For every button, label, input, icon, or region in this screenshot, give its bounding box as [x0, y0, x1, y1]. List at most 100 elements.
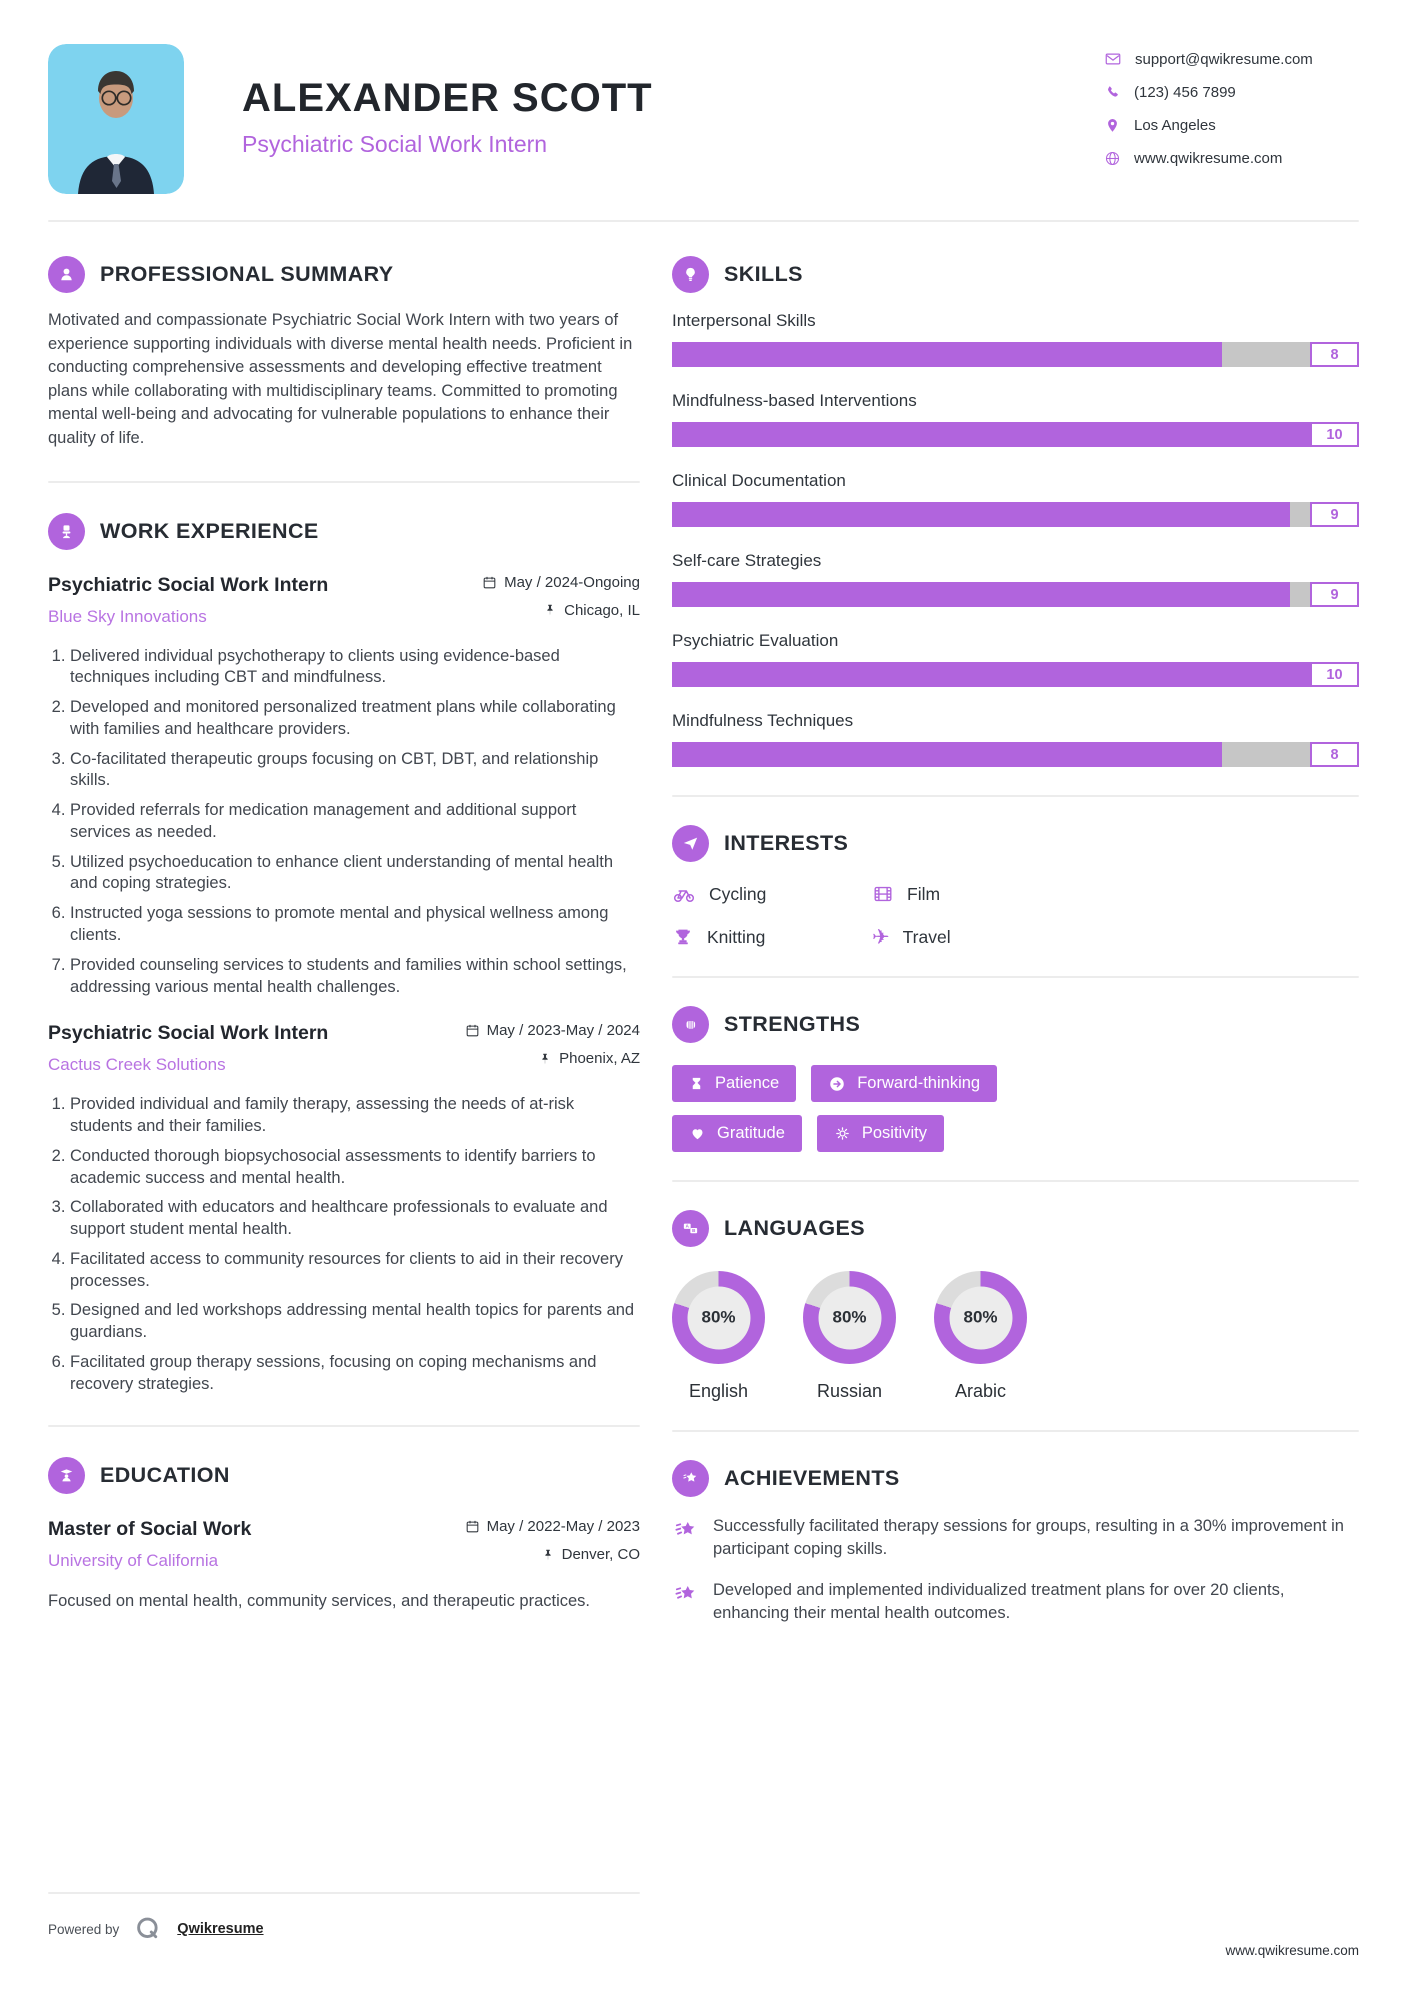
contact-location-text: Los Angeles [1134, 117, 1216, 134]
language-name: Russian [816, 1381, 883, 1401]
trophy-icon [676, 929, 690, 945]
skill-name: Clinical Documentation [672, 471, 846, 490]
website-link[interactable]: www.qwikresume.com [1225, 1943, 1359, 1958]
job-location: Phoenix, AZ [559, 1050, 640, 1068]
header: ALEXANDER SCOTT Psychiatric Social Work … [48, 44, 1359, 194]
headline: ALEXANDER SCOTT Psychiatric Social Work … [242, 76, 653, 158]
strength-label: Gratitude [717, 1124, 785, 1142]
job-company: Cactus Creek Solutions [48, 1055, 226, 1075]
section-experience: WORK EXPERIENCE Psychiatric Social Work … [48, 512, 640, 1396]
footer: Powered by Qwikresume [48, 1914, 264, 1944]
language-item: 80% Arabic [934, 1271, 1027, 1402]
candidate-title: Psychiatric Social Work Intern [242, 131, 548, 157]
skill-bar: 10 [672, 422, 1359, 447]
job-bullet: Facilitated group therapy sessions, focu… [70, 1352, 640, 1396]
language-item: 80% Russian [803, 1271, 896, 1402]
language-donut: 80% [934, 1271, 1027, 1364]
job-entry: Psychiatric Social Work Intern Cactus Cr… [48, 1022, 640, 1395]
candidate-name: ALEXANDER SCOTT [242, 76, 653, 120]
star-badge-icon [672, 1460, 709, 1497]
section-achievements: ACHIEVEMENTS Successfully facilitated th… [672, 1460, 1359, 1625]
skill-bar: 8 [672, 742, 1359, 767]
degree-title: Master of Social Work [48, 1518, 252, 1541]
skill-bar-fill [672, 742, 1222, 767]
strength-label: Patience [715, 1074, 780, 1092]
job-entry: Psychiatric Social Work Intern Blue Sky … [48, 574, 640, 999]
language-name: Arabic [954, 1381, 1007, 1401]
language-item: 80% English [672, 1271, 765, 1402]
avatar [48, 44, 184, 194]
skill-item: Interpersonal Skills 8 [672, 311, 1359, 367]
language-name: English [688, 1381, 749, 1401]
skill-score-badge: 8 [1310, 342, 1359, 367]
section-interests: INTERESTS Cycling Film [672, 825, 1359, 948]
job-title: Psychiatric Social Work Intern [48, 573, 329, 596]
section-divider [672, 976, 1359, 978]
skill-bar: 8 [672, 342, 1359, 367]
job-bullet: Delivered individual psychotherapy to cl… [70, 646, 640, 690]
bicycle-icon [673, 890, 695, 903]
contact-email[interactable]: support@qwikresume.com [1104, 50, 1359, 68]
interests-heading: INTERESTS [724, 831, 849, 855]
experience-heading: WORK EXPERIENCE [100, 518, 319, 543]
interest-label: Travel [902, 926, 951, 947]
svg-text:B: B [692, 1228, 695, 1233]
contact-location: Los Angeles [1104, 117, 1359, 134]
section-divider [672, 795, 1359, 797]
location-pin-icon [1108, 118, 1117, 132]
job-bullet: Utilized psychoeducation to enhance clie… [70, 852, 640, 896]
strength-label: Positivity [861, 1124, 927, 1142]
office-chair-icon [48, 512, 85, 550]
language-percent: 80% [818, 1286, 881, 1349]
heart-icon [692, 1129, 703, 1140]
globe-icon [1105, 151, 1120, 166]
job-bullet: Designed and led workshops addressing me… [70, 1300, 640, 1344]
contact-website[interactable]: www.qwikresume.com [1104, 150, 1359, 167]
qwikresume-link[interactable]: Qwikresume [177, 1921, 264, 1937]
skill-name: Mindfulness-based Interventions [672, 391, 917, 410]
job-bullet: Conducted thorough biopsychosocial asses… [70, 1146, 640, 1190]
skill-bar: 9 [672, 582, 1359, 607]
language-percent: 80% [687, 1286, 750, 1349]
skill-score-badge: 10 [1310, 662, 1359, 687]
education-description: Focused on mental health, community serv… [48, 1592, 591, 1611]
contact-website-text: www.qwikresume.com [1134, 150, 1283, 167]
job-title: Psychiatric Social Work Intern [48, 1022, 329, 1045]
job-bullet: Provided counseling services to students… [70, 955, 640, 999]
summary-text: Motivated and compassionate Psychiatric … [48, 311, 633, 447]
summary-heading: PROFESSIONAL SUMMARY [100, 262, 394, 286]
job-bullet-list: Provided individual and family therapy, … [48, 1094, 640, 1395]
graduate-icon [48, 1457, 85, 1495]
skill-name: Self-care Strategies [672, 551, 822, 570]
calendar-icon [466, 1025, 478, 1037]
job-bullet: Instructed yoga sessions to promote ment… [70, 903, 640, 947]
pushpin-icon [547, 604, 553, 616]
section-skills: SKILLS Interpersonal Skills 8 Mindfulnes… [672, 256, 1359, 767]
education-entry: Master of Social Work University of Cali… [48, 1518, 640, 1614]
job-company: Blue Sky Innovations [48, 606, 207, 626]
job-dates: May / 2023-May / 2024 [486, 1022, 640, 1040]
section-summary: PROFESSIONAL SUMMARY Motivated and compa… [48, 256, 640, 451]
interest-item: ✈ Travel [872, 926, 1359, 948]
skills-heading: SKILLS [724, 262, 803, 286]
job-bullet: Developed and monitored personalized tre… [70, 697, 640, 741]
strength-chip: Patience [672, 1065, 797, 1102]
language-percent: 80% [949, 1286, 1012, 1349]
interest-label: Film [907, 883, 941, 904]
contact-phone[interactable]: (123) 456 7899 [1104, 84, 1359, 101]
right-column: SKILLS Interpersonal Skills 8 Mindfulnes… [672, 256, 1359, 1625]
skill-bar-fill [672, 342, 1222, 367]
skill-name: Interpersonal Skills [672, 311, 816, 330]
qwikresume-logo [137, 1917, 158, 1939]
header-divider [48, 220, 1359, 222]
school-name: University of California [48, 1551, 219, 1571]
skill-score-badge: 10 [1310, 422, 1359, 447]
person-icon [48, 256, 85, 293]
skill-bar: 10 [672, 662, 1359, 687]
contact-block: support@qwikresume.com (123) 456 7899 Lo… [1104, 50, 1359, 183]
skill-bar-fill [672, 502, 1291, 527]
interest-label: Knitting [707, 926, 766, 947]
svg-text:A: A [686, 1224, 690, 1229]
lightbulb-icon [672, 256, 709, 293]
pushpin-icon [542, 1053, 548, 1065]
